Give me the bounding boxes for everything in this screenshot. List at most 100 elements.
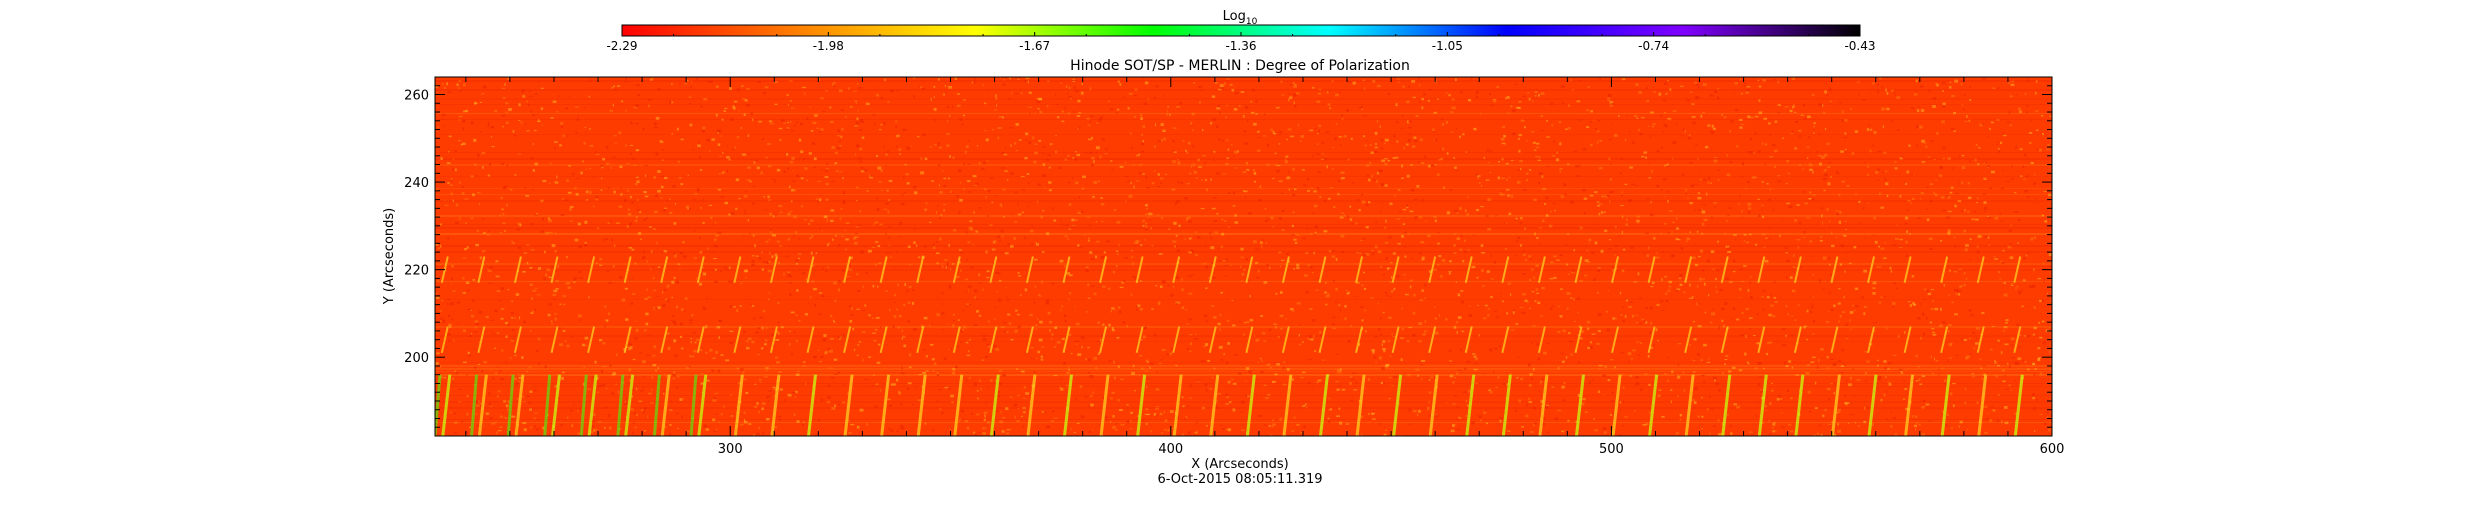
texture-speckle bbox=[533, 418, 536, 419]
texture-speckle bbox=[1042, 411, 1044, 413]
texture-speckle bbox=[1390, 281, 1391, 283]
texture-speckle bbox=[1173, 286, 1174, 288]
texture-speckle bbox=[1435, 317, 1437, 319]
texture-speckle bbox=[877, 167, 881, 170]
texture-speckle bbox=[1785, 432, 1787, 435]
texture-speckle bbox=[966, 290, 968, 292]
texture-speckle bbox=[1438, 279, 1439, 280]
texture-speckle bbox=[1669, 118, 1672, 120]
texture-speckle bbox=[1939, 374, 1940, 376]
texture-speckle bbox=[1007, 243, 1009, 245]
texture-speckle bbox=[1965, 388, 1966, 391]
texture-speckle bbox=[1768, 199, 1771, 201]
texture-speckle bbox=[1087, 217, 1091, 218]
texture-speckle bbox=[1855, 193, 1856, 196]
texture-speckle bbox=[1893, 92, 1895, 93]
texture-speckle bbox=[1711, 407, 1712, 410]
texture-speckle bbox=[1322, 153, 1324, 154]
texture-speckle bbox=[1689, 162, 1692, 164]
texture-speckle bbox=[1865, 372, 1867, 375]
texture-speckle bbox=[1629, 131, 1631, 132]
texture-speckle bbox=[1694, 387, 1697, 390]
texture-speckle bbox=[1042, 251, 1045, 253]
texture-speckle bbox=[755, 332, 758, 334]
texture-speckle bbox=[1219, 260, 1221, 262]
texture-speckle bbox=[792, 181, 795, 182]
texture-speckle bbox=[1450, 375, 1453, 378]
texture-speckle bbox=[768, 165, 771, 167]
texture-speckle bbox=[450, 283, 451, 284]
texture-speckle bbox=[875, 406, 878, 408]
texture-speckle bbox=[1626, 219, 1628, 222]
texture-speckle bbox=[1416, 185, 1419, 188]
texture-speckle bbox=[2034, 430, 2035, 432]
texture-speckle bbox=[1698, 86, 1699, 89]
texture-speckle bbox=[645, 313, 648, 316]
texture-speckle bbox=[1948, 331, 1949, 332]
texture-speckle bbox=[1293, 86, 1297, 88]
texture-speckle bbox=[1201, 360, 1203, 362]
texture-speckle bbox=[1065, 320, 1067, 322]
texture-speckle bbox=[1930, 322, 1932, 324]
texture-speckle bbox=[861, 405, 862, 406]
texture-speckle bbox=[993, 345, 996, 348]
texture-speckle bbox=[975, 183, 979, 185]
texture-speckle bbox=[912, 302, 914, 305]
texture-speckle bbox=[809, 152, 812, 155]
texture-speckle bbox=[1075, 151, 1077, 152]
texture-speckle bbox=[593, 176, 595, 177]
texture-speckle bbox=[1257, 150, 1260, 152]
texture-speckle bbox=[1918, 366, 1919, 367]
texture-speckle bbox=[1736, 406, 1740, 409]
texture-speckle bbox=[934, 362, 937, 364]
texture-speckle bbox=[1775, 121, 1777, 123]
texture-speckle bbox=[1143, 420, 1144, 422]
texture-speckle bbox=[1292, 310, 1295, 311]
texture-speckle bbox=[1021, 371, 1025, 373]
texture-speckle bbox=[454, 432, 457, 434]
texture-speckle bbox=[530, 312, 533, 314]
texture-speckle bbox=[1328, 418, 1330, 420]
texture-speckle bbox=[2000, 142, 2002, 144]
texture-speckle bbox=[1006, 331, 1008, 333]
texture-speckle bbox=[1660, 147, 1663, 149]
texture-band bbox=[435, 200, 2052, 202]
texture-speckle bbox=[1014, 404, 1018, 407]
texture-speckle bbox=[1916, 91, 1917, 92]
texture-speckle bbox=[1069, 203, 1072, 206]
texture-speckle bbox=[1038, 317, 1039, 318]
texture-speckle bbox=[1317, 171, 1321, 172]
texture-speckle bbox=[889, 226, 891, 229]
texture-speckle bbox=[1695, 243, 1696, 244]
texture-speckle bbox=[458, 401, 461, 402]
texture-speckle bbox=[798, 253, 802, 255]
texture-speckle bbox=[700, 169, 702, 171]
texture-speckle bbox=[1455, 78, 1457, 81]
texture-speckle bbox=[1454, 377, 1456, 378]
texture-speckle bbox=[1413, 97, 1416, 98]
texture-speckle bbox=[1743, 417, 1744, 418]
texture-speckle bbox=[827, 385, 830, 387]
texture-speckle bbox=[1763, 290, 1766, 291]
texture-speckle bbox=[505, 335, 507, 337]
texture-speckle bbox=[1066, 372, 1069, 373]
texture-speckle bbox=[1257, 137, 1260, 138]
texture-speckle bbox=[1886, 327, 1887, 330]
texture-speckle bbox=[1841, 119, 1844, 121]
texture-speckle bbox=[536, 428, 538, 430]
texture-speckle bbox=[1725, 302, 1728, 305]
texture-speckle bbox=[1626, 300, 1628, 302]
texture-speckle bbox=[1580, 164, 1581, 167]
texture-speckle bbox=[595, 429, 597, 431]
texture-speckle bbox=[563, 134, 565, 137]
texture-speckle bbox=[856, 226, 860, 227]
texture-speckle bbox=[1115, 429, 1117, 431]
texture-speckle bbox=[505, 322, 508, 324]
texture-speckle bbox=[949, 428, 950, 429]
texture-speckle bbox=[1763, 368, 1764, 369]
texture-speckle bbox=[987, 421, 990, 424]
texture-speckle bbox=[1904, 331, 1905, 334]
texture-speckle bbox=[1043, 146, 1046, 148]
texture-speckle bbox=[889, 252, 890, 254]
texture-speckle bbox=[551, 324, 553, 325]
